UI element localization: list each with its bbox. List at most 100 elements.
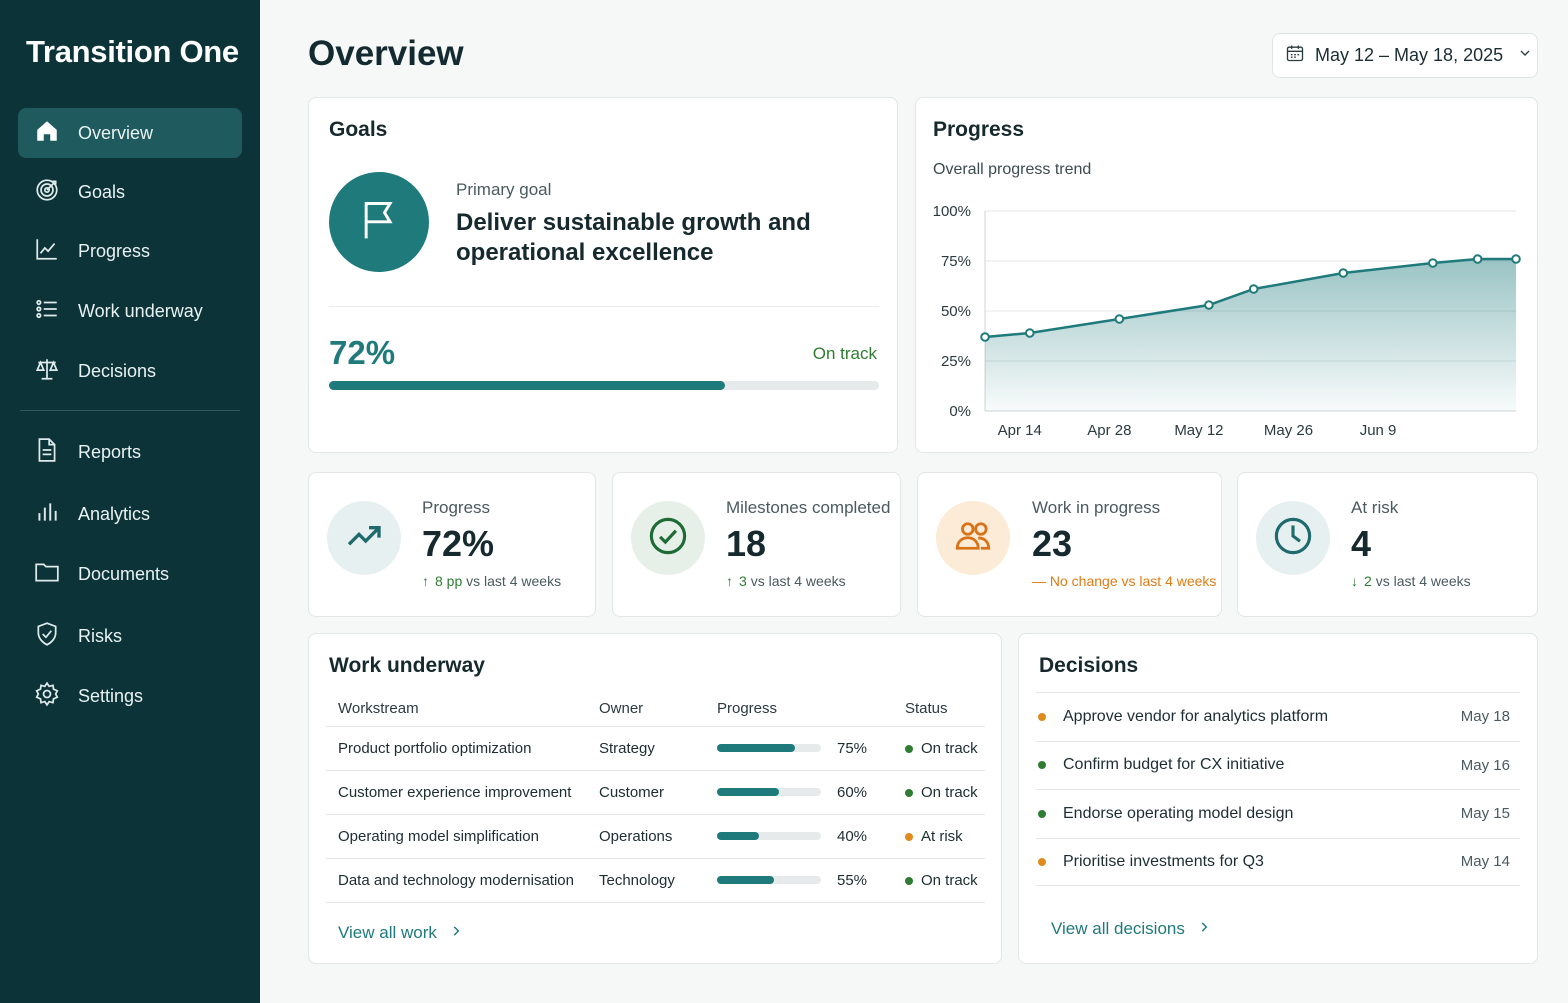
kpi-delta-text: vs last 4 weeks [750, 573, 846, 589]
goal-percent: 72% [329, 334, 396, 371]
chart-x-tick-label: Apr 28 [1087, 422, 1131, 439]
decision-date: May 16 [1460, 756, 1510, 774]
status-cell: On track [893, 726, 985, 771]
column-header-progress[interactable]: Progress [705, 692, 893, 727]
scale-icon [34, 356, 60, 387]
sidebar-item-label: Decisions [78, 360, 157, 381]
users-icon [952, 515, 994, 562]
sidebar-item-reports[interactable]: Reports [18, 427, 242, 477]
kpi-delta-text: vs last 4 weeks [1375, 573, 1471, 589]
sidebar-item-label: Documents [78, 563, 170, 584]
kpi-delta-value: 2 [1364, 573, 1372, 589]
kpi-label: Work in progress [1032, 498, 1161, 517]
sidebar-item-overview[interactable]: Overview [18, 108, 242, 158]
work-underway-card: Work underway Workstream Owner Progress … [308, 633, 1002, 964]
decision-item[interactable]: Confirm budget for CX initiative May 16 [1036, 740, 1520, 790]
sidebar-item-goals[interactable]: Goals [18, 167, 242, 217]
sidebar-item-progress[interactable]: Progress [18, 226, 242, 276]
sidebar-item-settings[interactable]: Settings [18, 671, 242, 721]
table-row[interactable]: Customer experience improvement Customer… [326, 770, 985, 815]
column-header-owner[interactable]: Owner [587, 692, 705, 727]
decision-item[interactable]: Endorse operating model design May 15 [1036, 789, 1520, 838]
kpi-delta: — No change vs last 4 weeks [1032, 573, 1216, 589]
goal-progress-fill [329, 381, 725, 390]
decision-text: Approve vendor for analytics platform [1063, 707, 1329, 725]
progress-cell: 75% [705, 726, 893, 771]
chart-x-tick-label: May 12 [1174, 422, 1223, 439]
progress-cell: 40% [705, 814, 893, 859]
sidebar-item-decisions[interactable]: Decisions [18, 346, 242, 396]
table-row[interactable]: Product portfolio optimization Strategy … [326, 726, 985, 771]
flag-icon [357, 198, 401, 247]
sidebar-item-label: Goals [78, 181, 126, 202]
kpi-delta: ↑ 8 pp vs last 4 weeks [422, 573, 561, 589]
chart-y-tick-label: 50% [941, 303, 971, 320]
owner-cell: Customer [587, 770, 705, 815]
date-range-label: May 12 – May 18, 2025 [1315, 45, 1504, 65]
decision-status-dot [1038, 857, 1046, 866]
table-row[interactable]: Data and technology modernisation Techno… [326, 858, 985, 903]
table-row[interactable]: Operating model simplification Operation… [326, 814, 985, 859]
decision-status-dot [1038, 712, 1046, 721]
decisions-card-title: Decisions [1039, 654, 1139, 677]
decision-text: Prioritise investments for Q3 [1063, 852, 1264, 870]
chart-y-tick-label: 0% [949, 403, 971, 420]
chart-data-point [1511, 254, 1521, 264]
kpi-label: Progress [422, 498, 491, 517]
chart-data-point [1428, 258, 1438, 268]
kpi-delta-value: 8 pp [435, 573, 463, 589]
kpi-card-milestones: Milestones completed 18 ↑ 3 vs last 4 wee… [612, 472, 901, 617]
target-icon [34, 177, 60, 208]
decision-text: Endorse operating model design [1063, 804, 1294, 822]
chart-data-point [1248, 284, 1259, 294]
kpi-label: At risk [1351, 498, 1399, 517]
workstream-cell: Data and technology modernisation [326, 858, 587, 903]
row-progress-label: 60% [837, 783, 868, 801]
chart-x-tick-label: Apr 14 [998, 422, 1042, 439]
chevron-right-icon [437, 923, 463, 943]
date-range-picker[interactable]: May 12 – May 18, 2025 [1272, 33, 1538, 78]
kpi-delta-text: No change vs last 4 weeks [1049, 573, 1217, 589]
chevron-right-icon [1185, 919, 1211, 939]
goal-avatar [329, 172, 429, 272]
dash-icon: — [1032, 573, 1046, 589]
sidebar-item-risks[interactable]: Risks [18, 611, 242, 661]
kpi-delta-value: 3 [739, 573, 747, 589]
view-all-decisions-link[interactable]: View all decisions [1051, 919, 1211, 939]
sidebar-item-label: Work underway [78, 300, 203, 321]
sidebar-divider [20, 410, 240, 411]
work-card-title: Work underway [329, 654, 485, 677]
row-progress-fill [717, 744, 795, 753]
row-progress-fill [717, 832, 759, 841]
goals-card-title: Goals [329, 118, 388, 141]
document-icon [34, 437, 60, 468]
decision-item[interactable]: Approve vendor for analytics platform May… [1036, 692, 1520, 741]
clock-icon [1272, 515, 1314, 562]
kpi-icon-bg [631, 501, 705, 575]
goal-progress-bar [329, 381, 879, 390]
goal-status: On track [812, 344, 877, 363]
sidebar-item-documents[interactable]: Documents [18, 549, 242, 599]
decision-status-dot [1038, 761, 1046, 770]
chart-y-tick-label: 25% [941, 353, 971, 370]
progress-card: Progress Overall progress trend 100% 75% 5… [915, 97, 1538, 453]
primary-goal-text: Deliver sustainable growth and operation… [456, 209, 811, 266]
status-label: At risk [921, 827, 963, 845]
view-all-decisions-label: View all decisions [1051, 919, 1185, 938]
kpi-value: 18 [726, 523, 767, 564]
decision-text: Confirm budget for CX initiative [1063, 756, 1285, 774]
column-header-workstream[interactable]: Workstream [326, 692, 587, 727]
goals-card: Goals Primary goal Deliver sustainable g… [308, 97, 898, 453]
bar-chart-icon [34, 499, 60, 530]
progress-cell: 55% [705, 858, 893, 903]
status-label: On track [921, 739, 978, 757]
app-title: Transition One [26, 34, 239, 69]
column-header-status[interactable]: Status [893, 692, 985, 727]
sidebar-item-analytics[interactable]: Analytics [18, 489, 242, 539]
decision-date: May 15 [1460, 805, 1510, 823]
trending-up-icon [344, 516, 384, 561]
sidebar-item-work-underway[interactable]: Work underway [18, 286, 242, 336]
workstream-cell: Product portfolio optimization [326, 726, 587, 771]
decision-item[interactable]: Prioritise investments for Q3 May 14 [1036, 837, 1520, 886]
view-all-work-link[interactable]: View all work [338, 923, 463, 943]
